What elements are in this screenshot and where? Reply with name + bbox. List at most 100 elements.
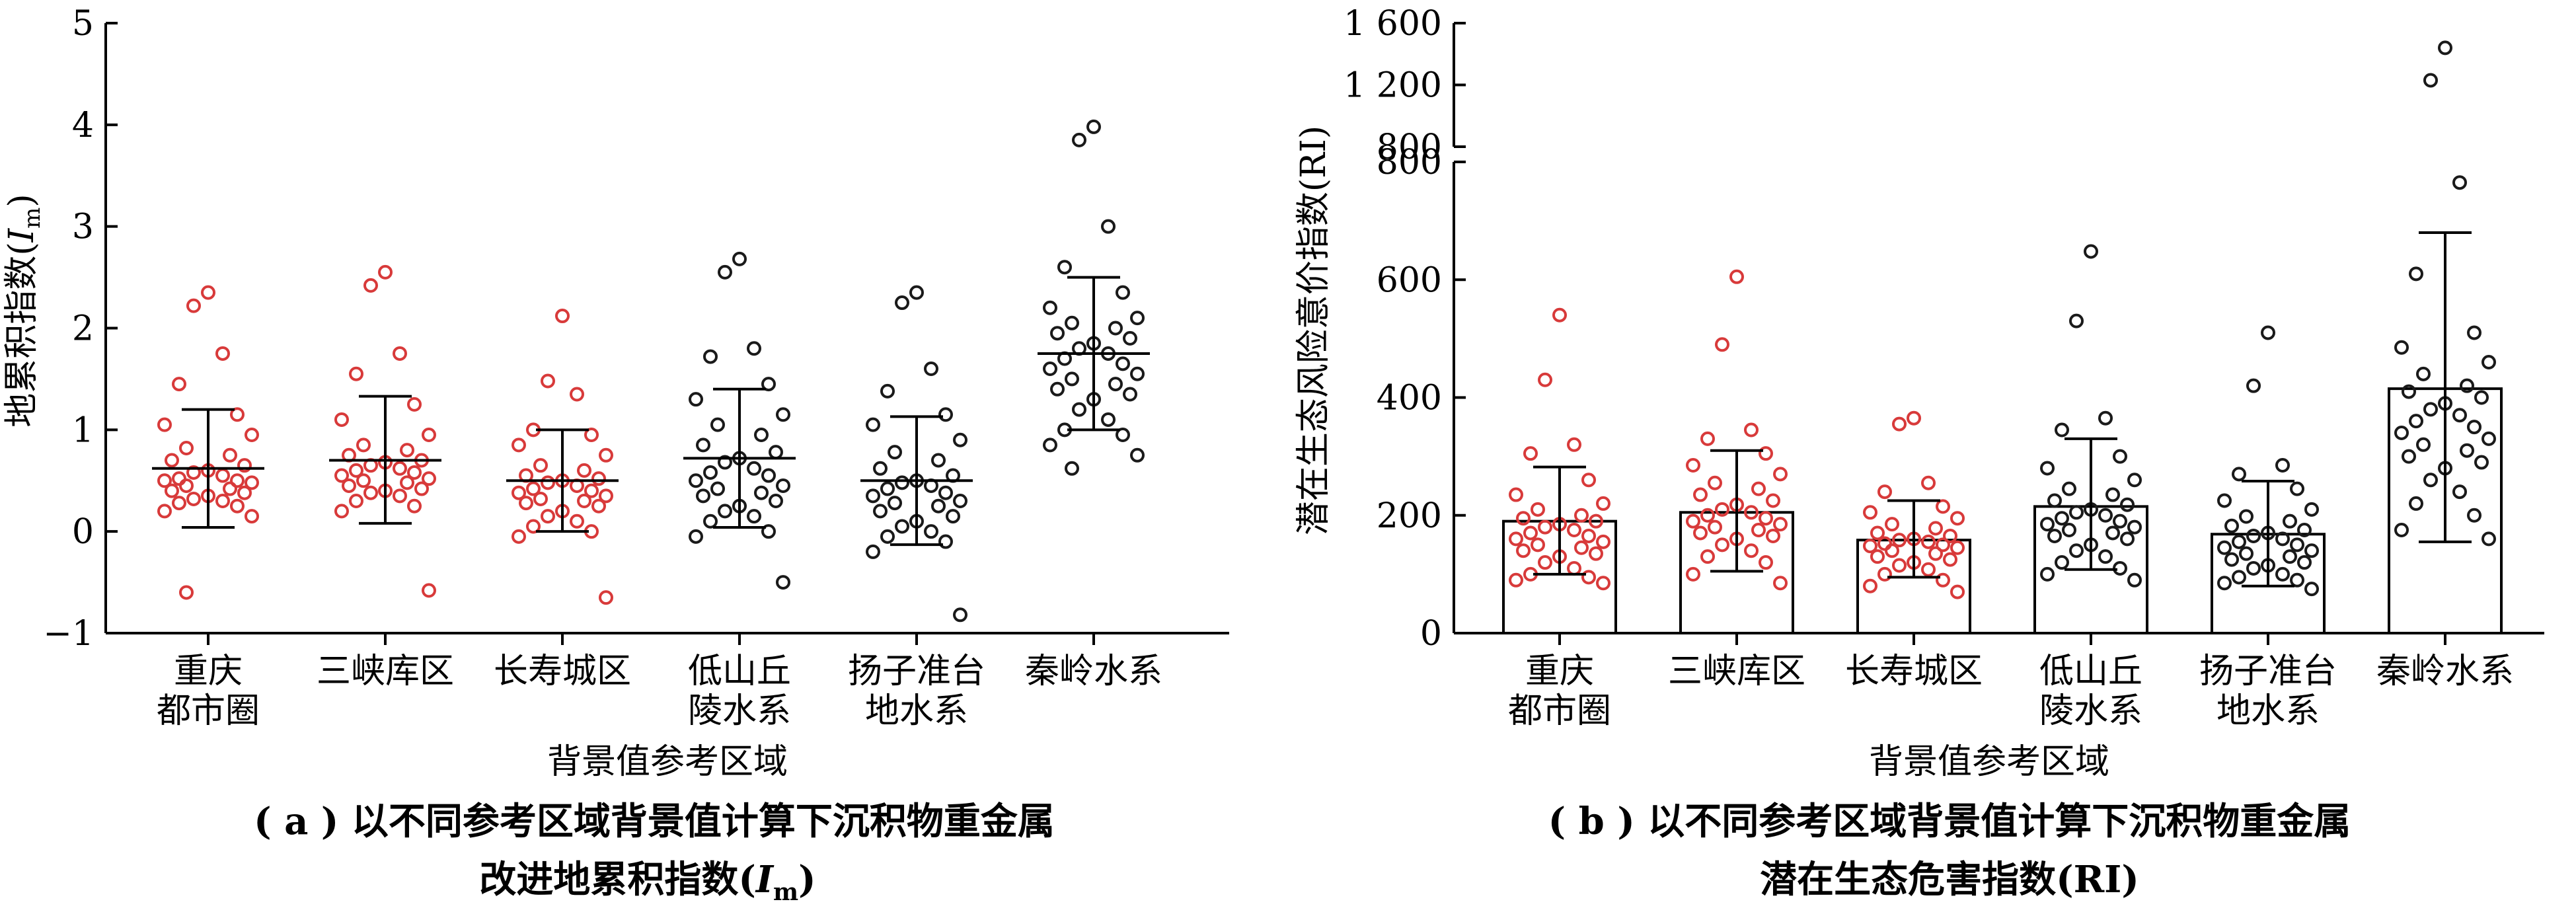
panel-a-y-tick-label: 0 (72, 512, 94, 552)
panel-a-point (223, 481, 237, 496)
panel-a-point (179, 585, 194, 600)
panel-a-category-label: 重庆 (174, 652, 243, 691)
panel-a-point (378, 264, 393, 280)
panel-a-point (230, 498, 245, 514)
panel-b-point (2452, 175, 2467, 190)
panel-a-point (924, 362, 938, 377)
panel-b-point (2113, 449, 2127, 464)
panel-a-point (880, 383, 895, 399)
panel-b-point (2481, 355, 2496, 370)
panel-b-point (1715, 537, 1729, 552)
panel-b-point (2394, 340, 2409, 355)
panel-b-point (1596, 534, 1610, 549)
panel-a-point (1086, 119, 1101, 134)
panel-b-point (2040, 461, 2055, 476)
panel-b-point (1950, 540, 1965, 555)
panel-a-point (407, 498, 422, 514)
panel-b-point (1863, 539, 1877, 554)
panel-a-point (215, 346, 230, 361)
panel-b-point (1596, 576, 1610, 591)
panel-b-point (2297, 555, 2312, 570)
panel-a-point (541, 373, 555, 389)
panel-b-point (2304, 543, 2319, 558)
panel-a-point (747, 509, 761, 524)
panel-a-point (888, 445, 902, 460)
panel-a-point (710, 417, 725, 432)
panel-b-point (2467, 325, 2481, 340)
panel-b-point (1936, 499, 1950, 514)
panel-b-point (2113, 514, 2127, 529)
panel-b-point (2098, 410, 2113, 426)
panel-b-point (2402, 449, 2416, 464)
panel-a-point (356, 438, 371, 453)
panel-b-point (2047, 493, 2062, 508)
panel-b-point (1589, 514, 1603, 529)
panel-a-point (1108, 377, 1123, 392)
panel-b-y-tick-label: 800 (1377, 143, 1442, 182)
panel-b-point (2460, 443, 2474, 458)
panel-a-point (1072, 132, 1086, 147)
panel-a-point (422, 428, 436, 443)
panel-b-point (1686, 566, 1700, 582)
panel-a-point (761, 524, 776, 539)
panel-b-point (1581, 528, 1596, 543)
panel-b-point (1700, 549, 1715, 564)
panel-a-point (866, 417, 880, 432)
panel-a-point (157, 473, 172, 488)
panel-a-point (1065, 315, 1079, 330)
panel-a-caption-line2: 改进地累积指数(Im) (479, 858, 815, 906)
panel-a-point (245, 509, 259, 524)
panel-b-x-axis-label: 背景值参考区域 (1869, 742, 2109, 782)
panel-b-point (1863, 505, 1877, 520)
panel-b-point (1523, 525, 1538, 541)
panel-b-point (2423, 473, 2438, 488)
panel-b-point (2120, 531, 2135, 547)
panel-b-point (1581, 473, 1596, 488)
panel-a-point (1116, 356, 1130, 371)
panel-b-point (2416, 366, 2431, 381)
panel-b-category-label: 扬子准台 (2199, 652, 2337, 691)
panel-b-point (1892, 416, 1907, 432)
panel-a-point (334, 468, 349, 483)
panel-b-point (1729, 269, 1744, 284)
panel-a-point (172, 377, 186, 392)
panel-b-point (1686, 514, 1700, 529)
panel-a-point (866, 488, 880, 504)
panel-b-y-tick-label: 1 200 (1344, 66, 1442, 106)
panel-b-point (2402, 384, 2416, 399)
panel-b-point (2217, 540, 2232, 555)
panel-a-point (754, 485, 769, 500)
panel-b-point (2105, 487, 2120, 502)
panel-a-point (230, 407, 245, 422)
panel-b-point (1744, 543, 1759, 558)
panel-a-category-label: 陵水系 (688, 691, 791, 731)
panel-a-point (349, 463, 363, 478)
panel-a-point (349, 494, 363, 509)
panel-b-point (2217, 576, 2232, 591)
panel-b-y-axis-label: 潜在生态风险意价指数(RI) (1294, 126, 1334, 535)
panel-b-point (1766, 528, 1780, 543)
panel-b-point (1921, 475, 1936, 490)
panel-a-category-label: 三峡库区 (317, 652, 454, 691)
panel-a-y-tick-label: 5 (72, 4, 94, 44)
panel-b-y-tick-label: 200 (1377, 496, 1442, 536)
panel-b-point (1509, 487, 1523, 502)
panel-b-point (1950, 511, 1965, 526)
panel-b-point (2084, 244, 2098, 259)
panel-b-category-label: 三峡库区 (1668, 652, 1805, 691)
panel-b-point (2474, 455, 2489, 470)
panel-b-point (2304, 502, 2319, 517)
panel-a-point (599, 447, 613, 463)
panel-b-point (1693, 487, 1708, 502)
panel-a-point (1050, 381, 1065, 397)
panel-a-point (407, 397, 422, 412)
panel-b-category-label: 重庆 (1525, 652, 1594, 691)
panel-a-point (953, 607, 967, 623)
panel-a-point (245, 428, 259, 443)
panel-a-point (1123, 387, 1137, 402)
panel-a-point (157, 417, 172, 432)
panel-a-point (407, 465, 422, 480)
panel-a-point (172, 496, 186, 511)
